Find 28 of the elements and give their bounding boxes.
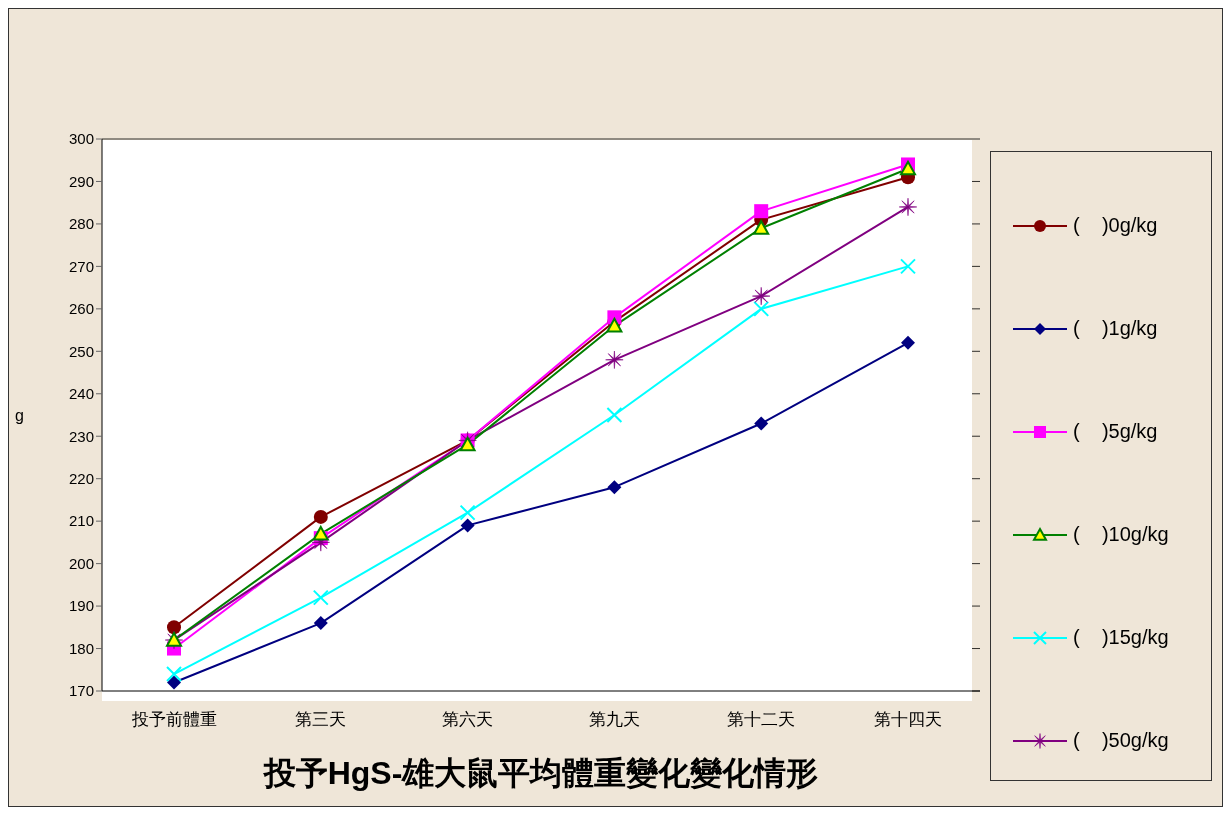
y-tick-label: 240 — [68, 385, 94, 403]
legend-label: ( )1g/kg — [1073, 317, 1158, 340]
legend-label: ( )15g/kg — [1073, 626, 1169, 649]
x-tick-label: 投予前體重 — [130, 710, 217, 730]
x-tick-label: 第九天 — [588, 710, 640, 730]
y-tick-label: 210 — [68, 512, 94, 530]
y-tick-label: 300 — [68, 130, 94, 148]
x-tick-label: 第六天 — [442, 710, 494, 730]
legend-label: ( )50g/kg — [1073, 729, 1169, 752]
y-axis-title: g — [15, 406, 24, 424]
y-tick-label: 260 — [68, 300, 94, 318]
y-tick-label: 290 — [68, 172, 94, 190]
y-tick-label: 230 — [68, 427, 94, 445]
y-tick-label: 220 — [68, 470, 94, 488]
x-tick-label: 第十四天 — [874, 710, 942, 730]
y-tick-label: 270 — [68, 257, 94, 275]
y-tick-label: 250 — [68, 342, 94, 360]
text: 投予HgS-雄大鼠平均體重變化變化情形 — [261, 755, 819, 791]
x-tick-label: 第十二天 — [727, 710, 796, 730]
legend-label: ( )0g/kg — [1073, 214, 1158, 237]
y-tick-label: 170 — [68, 682, 94, 700]
y-tick-label: 190 — [68, 597, 94, 615]
y-tick-label: 180 — [68, 639, 94, 657]
y-tick-label: 280 — [68, 215, 94, 233]
legend-label: ( )10g/kg — [1073, 523, 1169, 546]
y-tick-label: 200 — [68, 554, 94, 572]
legend-label: ( )5g/kg — [1073, 420, 1158, 443]
x-tick-label: 第三天 — [295, 710, 347, 730]
